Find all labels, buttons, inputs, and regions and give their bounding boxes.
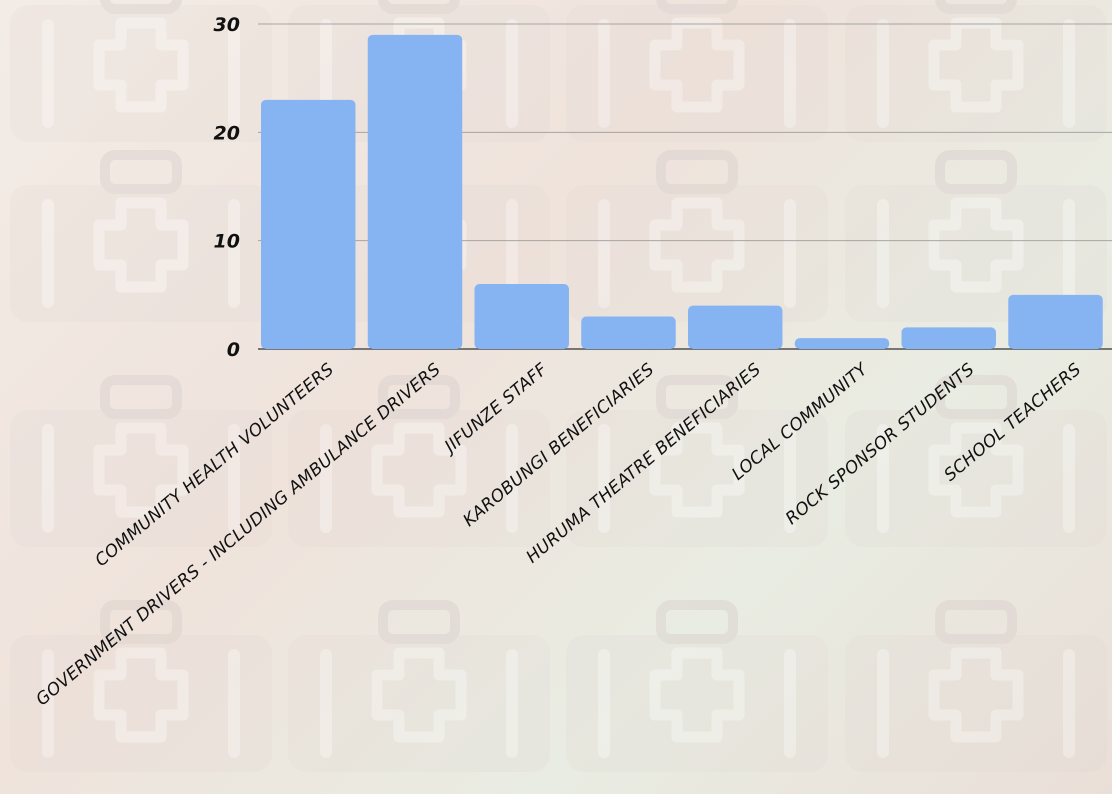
bar bbox=[794, 338, 890, 349]
y-tick-label: 0 bbox=[227, 339, 240, 361]
first-aid-kit-icon bbox=[10, 375, 272, 547]
bars bbox=[261, 34, 1103, 349]
first-aid-kit-icon bbox=[845, 375, 1107, 547]
first-aid-kit-icon bbox=[566, 150, 828, 322]
first-aid-kit-icon bbox=[10, 150, 272, 322]
bar bbox=[1008, 294, 1103, 349]
x-tick-label: JIFUNZE STAFF bbox=[439, 360, 552, 459]
y-tick-label: 30 bbox=[214, 14, 240, 36]
first-aid-kit-icon bbox=[845, 150, 1107, 322]
x-tick-label: HURUMA THEATRE BENEFICIARIES bbox=[523, 360, 765, 568]
bar bbox=[901, 327, 996, 349]
first-aid-kit-icon bbox=[288, 600, 550, 772]
first-aid-kit-icon bbox=[10, 0, 272, 142]
bar bbox=[688, 305, 783, 349]
y-axis-ticks: 0 10 20 30 bbox=[214, 14, 240, 361]
first-aid-kit-icon bbox=[566, 375, 828, 547]
bar bbox=[581, 316, 676, 349]
x-tick-label: ROCK SPONSOR STUDENTS bbox=[782, 360, 979, 529]
bar bbox=[474, 284, 569, 349]
y-tick-label: 20 bbox=[214, 122, 240, 144]
first-aid-kit-icon bbox=[845, 0, 1107, 142]
x-tick-label: GOVERNMENT DRIVERS - INCLUDING AMBULANCE… bbox=[32, 360, 444, 711]
y-tick-label: 10 bbox=[214, 231, 240, 253]
first-aid-kit-icon bbox=[845, 600, 1107, 772]
first-aid-kit-icon bbox=[566, 600, 828, 772]
x-tick-label: KAROBUNGI BENEFICIARIES bbox=[459, 360, 658, 531]
first-aid-kit-icon bbox=[10, 600, 272, 772]
x-tick-label: COMMUNITY HEALTH VOLUNTEERS bbox=[91, 360, 338, 571]
bar bbox=[367, 34, 463, 349]
first-aid-kit-icon bbox=[566, 0, 828, 142]
bar bbox=[261, 99, 356, 349]
first-aid-kit-icon bbox=[288, 375, 550, 547]
